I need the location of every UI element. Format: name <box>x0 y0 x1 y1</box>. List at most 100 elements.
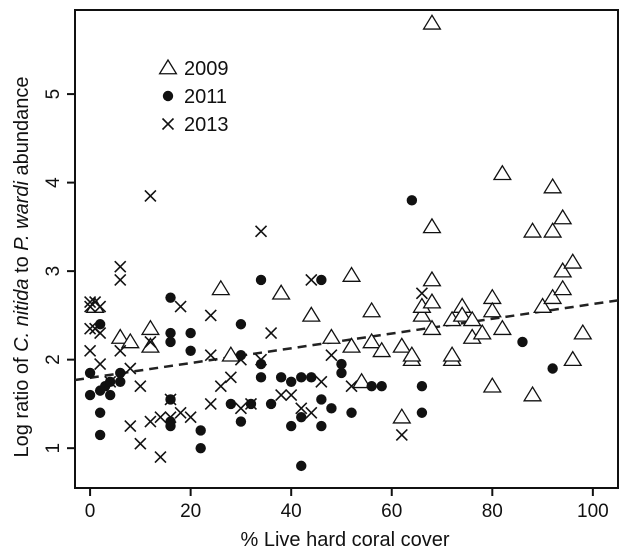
data-point-2009 <box>482 376 502 393</box>
plot-frame <box>74 9 619 489</box>
axes-layer: 0 20 40 60 80 100 1 2 3 4 5 <box>43 9 619 522</box>
data-point-2013 <box>254 225 268 238</box>
data-point-2013 <box>134 437 147 450</box>
data-point-2011 <box>285 420 297 432</box>
data-point-2011 <box>316 394 327 405</box>
legend-label-2013: 2013 <box>184 114 229 136</box>
data-point-2009 <box>140 319 160 336</box>
x-tick-label: 40 <box>281 501 302 522</box>
data-point-2011 <box>336 358 347 370</box>
data-point-2011 <box>316 274 327 286</box>
legend-marker-2009 <box>158 58 178 75</box>
data-point-2011 <box>316 420 327 432</box>
data-point-2013 <box>124 362 137 375</box>
data-point-2011 <box>416 407 428 418</box>
data-point-2009 <box>341 337 362 353</box>
data-point-2013 <box>204 397 217 410</box>
data-point-2009 <box>140 337 160 353</box>
data-layer <box>74 14 619 472</box>
data-point-2011 <box>94 407 106 418</box>
data-point-2013 <box>265 327 278 340</box>
x-tick-label: 20 <box>180 501 201 522</box>
data-point-2013 <box>164 393 177 406</box>
data-point-2009 <box>553 208 573 225</box>
data-point-2009 <box>522 222 543 238</box>
data-point-2009 <box>422 270 442 287</box>
data-point-2011 <box>115 367 126 379</box>
data-point-2013 <box>305 406 318 419</box>
y-tick-label: 2 <box>43 354 64 365</box>
data-point-2013 <box>395 428 408 441</box>
series-2009 <box>85 14 593 424</box>
data-point-2013 <box>234 402 247 415</box>
data-point-2009 <box>422 319 442 336</box>
y-tick-label: 4 <box>43 177 64 188</box>
data-point-2009 <box>492 164 512 181</box>
data-point-2011 <box>235 319 247 330</box>
data-point-2013 <box>144 335 157 349</box>
data-point-2009 <box>573 323 593 340</box>
legend: 2009 2011 2013 <box>158 58 229 136</box>
data-point-2011 <box>296 460 307 472</box>
data-point-2009 <box>492 319 512 336</box>
data-point-2011 <box>547 363 558 374</box>
data-point-2011 <box>235 416 247 427</box>
data-point-2011 <box>225 398 237 410</box>
data-point-2009 <box>442 345 462 362</box>
data-point-2013 <box>204 309 217 322</box>
data-point-2009 <box>412 306 432 322</box>
data-point-2009 <box>221 345 241 362</box>
data-point-2011 <box>94 429 106 441</box>
data-point-2013 <box>94 300 107 313</box>
data-point-2009 <box>402 345 422 362</box>
data-point-2009 <box>301 306 321 322</box>
data-point-2013 <box>84 322 97 335</box>
y-tick-label: 5 <box>43 89 64 100</box>
data-point-2009 <box>321 328 341 344</box>
data-point-2011 <box>326 403 337 414</box>
y-tick-label: 3 <box>43 266 64 277</box>
x-tick-label: 100 <box>577 501 609 522</box>
data-point-2011 <box>255 372 267 383</box>
y-tick-label: 1 <box>43 443 64 454</box>
data-point-2013 <box>114 273 127 287</box>
data-point-2011 <box>84 367 96 379</box>
data-point-2011 <box>115 376 126 387</box>
data-point-2011 <box>165 420 176 432</box>
data-point-2013 <box>114 260 127 273</box>
data-point-2011 <box>255 274 267 286</box>
data-point-2013 <box>114 344 127 357</box>
trend-line <box>74 299 619 382</box>
data-point-2013 <box>345 380 358 393</box>
data-point-2011 <box>275 372 287 383</box>
data-point-2011 <box>195 442 206 454</box>
data-point-2009 <box>422 217 442 234</box>
data-point-2013 <box>144 189 157 202</box>
data-point-2009 <box>543 222 563 238</box>
data-point-2009 <box>392 337 412 353</box>
data-point-2011 <box>195 425 206 436</box>
data-point-2013 <box>184 411 197 424</box>
data-point-2013 <box>295 402 308 415</box>
data-point-2009 <box>392 407 412 424</box>
data-point-2011 <box>406 195 418 206</box>
data-point-2009 <box>522 385 543 402</box>
data-point-2013 <box>305 273 318 287</box>
data-point-2011 <box>185 345 196 356</box>
data-point-2009 <box>452 306 472 322</box>
data-point-2013 <box>84 344 97 357</box>
data-point-2009 <box>352 372 372 389</box>
data-point-2013 <box>254 353 268 366</box>
data-point-2009 <box>211 279 231 296</box>
data-point-2009 <box>110 328 130 344</box>
data-point-2013 <box>94 327 107 340</box>
data-point-2009 <box>482 288 502 305</box>
data-point-2011 <box>296 372 307 383</box>
data-point-2011 <box>366 381 377 392</box>
data-point-2013 <box>174 300 187 313</box>
data-point-2013 <box>415 287 428 300</box>
data-point-2009 <box>563 350 583 367</box>
data-point-2011 <box>165 336 176 348</box>
data-point-2009 <box>271 284 291 300</box>
data-point-2009 <box>553 279 573 296</box>
